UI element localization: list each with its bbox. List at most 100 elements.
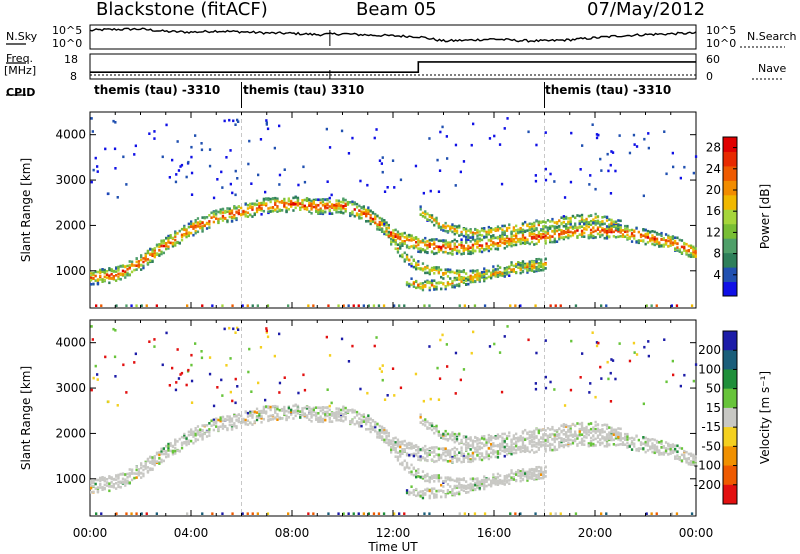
velocity-echo-cell — [519, 472, 522, 475]
velocity-echo-cell — [242, 420, 245, 424]
velocity-echo-cell — [480, 482, 484, 485]
velocity-sparse-cell — [328, 354, 332, 357]
power-echo-cell — [555, 225, 559, 229]
power-echo-cell — [178, 229, 181, 233]
power-echo-cell — [394, 239, 397, 243]
velocity-echo-cell — [515, 432, 518, 436]
power-echo-cell — [394, 233, 397, 236]
velocity-echo-cell — [549, 428, 552, 431]
power-echo-cell — [446, 282, 450, 285]
power-echo-cell — [440, 246, 443, 250]
power-echo-cell — [180, 227, 184, 231]
velocity-echo-cell — [190, 430, 193, 433]
velocity-echo-cell — [646, 449, 650, 452]
power-echo-cell — [649, 238, 652, 241]
power-echo-cell — [280, 200, 284, 203]
power-echo-cell — [671, 241, 675, 244]
velocity-echo-cell — [208, 431, 211, 434]
power-echo-cell — [526, 238, 529, 241]
velocity-echo-cell — [424, 421, 427, 424]
power-echo-cell — [487, 228, 490, 232]
velocity-echo-cell — [228, 420, 231, 423]
velocity-echo-cell — [469, 439, 472, 442]
power-echo-cell — [469, 231, 472, 234]
power-echo-cell — [412, 265, 415, 269]
power-echo-cell — [562, 220, 565, 224]
velocity-echo-cell — [99, 479, 102, 482]
velocity-echo-cell — [92, 484, 95, 488]
velocity-echo-cell — [599, 432, 602, 435]
power-echo-cell — [262, 203, 265, 206]
power-echo-cell — [437, 250, 440, 254]
power-echo-cell — [469, 236, 472, 239]
power-echo-cell — [683, 241, 686, 245]
power-echo-cell — [580, 229, 584, 233]
power-echo-cell — [362, 207, 365, 210]
power-echo-cell — [235, 206, 238, 210]
velocity-echo-cell — [560, 429, 563, 433]
power-echo-cell — [435, 287, 438, 291]
velocity-echo-cell — [485, 450, 488, 453]
velocity-echo-cell — [324, 406, 327, 409]
power-echo-cell — [124, 273, 127, 276]
power-echo-cell — [333, 203, 336, 207]
velocity-echo-cell — [490, 480, 493, 483]
power-echo-cell — [424, 280, 427, 284]
velocity-sparse-cell — [112, 327, 115, 331]
power-echo-cell — [444, 268, 447, 271]
power-echo-cell — [321, 198, 325, 201]
power-echo-cell — [285, 210, 288, 214]
power-echo-cell — [360, 206, 363, 210]
velocity-nearrange-cell — [473, 512, 477, 515]
power-echo-cell — [478, 274, 481, 278]
velocity-echo-cell — [626, 432, 629, 436]
velocity-echo-cell — [537, 448, 540, 451]
power-echo-cell — [589, 214, 593, 217]
velocity-echo-cell — [94, 487, 97, 490]
power-echo-cell — [460, 246, 463, 249]
velocity-echo-cell — [201, 433, 204, 436]
velocity-echo-cell — [508, 445, 511, 449]
velocity-echo-cell — [417, 475, 420, 478]
power-echo-cell — [201, 221, 204, 225]
power-echo-cell — [503, 246, 506, 250]
power-echo-cell — [571, 227, 575, 230]
power-sparse-cell — [498, 143, 502, 146]
power-echo-cell — [524, 264, 527, 267]
velocity-echo-cell — [458, 492, 461, 496]
power-echo-cell — [467, 282, 470, 286]
velocity-echo-cell — [392, 440, 395, 443]
power-echo-cell — [437, 226, 440, 229]
velocity-sparse-cell — [506, 325, 509, 328]
power-echo-cell — [99, 274, 102, 278]
power-sparse-cell — [381, 156, 384, 159]
power-echo-cell — [551, 224, 554, 228]
power-echo-cell — [462, 247, 465, 250]
power-sparse-cell — [125, 183, 128, 186]
power-echo-cell — [290, 200, 293, 204]
velocity-echo-cell — [267, 405, 270, 408]
power-echo-cell — [496, 242, 500, 245]
velocity-echo-cell — [526, 470, 529, 474]
velocity-echo-cell — [437, 430, 440, 433]
velocity-echo-cell — [108, 482, 111, 485]
velocity-echo-cell — [630, 436, 634, 440]
power-echo-cell — [471, 280, 475, 284]
power-echo-cell — [490, 234, 493, 238]
power-echo-cell — [651, 238, 654, 242]
velocity-echo-cell — [433, 427, 436, 430]
velocity-echo-cell — [390, 448, 393, 452]
velocity-echo-cell — [651, 442, 654, 445]
velocity-echo-cell — [510, 469, 513, 472]
power-sparse-cell — [549, 172, 552, 176]
power-echo-cell — [537, 268, 540, 272]
power-echo-cell — [587, 236, 590, 239]
velocity-sparse-cell — [175, 381, 178, 384]
velocity-echo-cell — [467, 455, 470, 458]
velocity-sparse-cell — [325, 335, 328, 339]
power-echo-cell — [449, 227, 452, 230]
power-echo-cell — [512, 264, 515, 268]
velocity-echo-cell — [626, 438, 629, 441]
velocity-echo-cell — [521, 477, 525, 481]
velocity-echo-cell — [435, 495, 438, 499]
